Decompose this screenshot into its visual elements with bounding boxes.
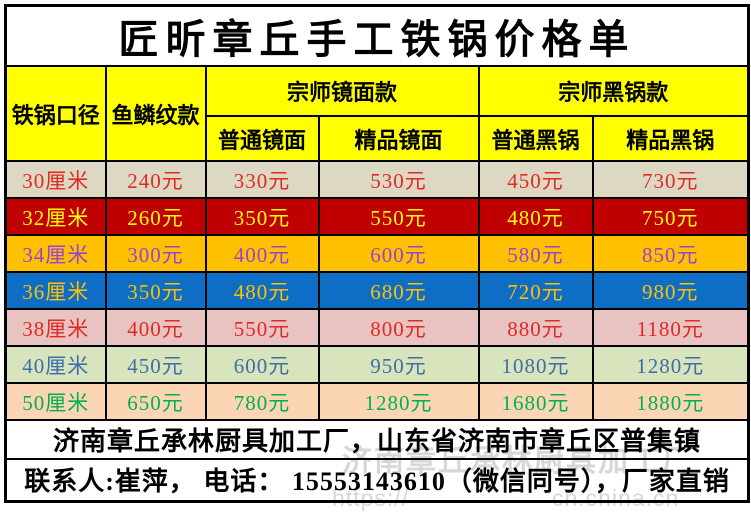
price-cell: 780元 — [204, 382, 320, 421]
price-cell: 350元 — [204, 197, 320, 236]
table-row: 40厘米 450元 600元 950元 1080元 1280元 — [4, 345, 750, 384]
group-header-black: 宗师黑锅款 — [477, 65, 750, 117]
table-row: 38厘米 400元 550元 800元 880元 1180元 — [4, 308, 750, 347]
price-cell: 350元 — [104, 271, 207, 310]
price-cell: 730元 — [591, 160, 750, 199]
table-row: 32厘米 260元 350元 550元 480元 750元 — [4, 197, 750, 236]
header-row-top: 铁锅口径 鱼鳞纹款 宗师镜面款 宗师黑锅款 — [4, 65, 750, 162]
diameter-cell: 36厘米 — [4, 271, 107, 310]
price-cell: 550元 — [204, 308, 320, 347]
price-cell: 450元 — [104, 345, 207, 384]
price-cell: 400元 — [104, 308, 207, 347]
group-header-mirror: 宗师镜面款 — [204, 65, 480, 117]
diameter-cell: 50厘米 — [4, 382, 107, 421]
price-cell: 600元 — [317, 234, 480, 273]
title-row: 匠昕章丘手工铁锅价格单 — [4, 4, 750, 67]
price-table: 匠昕章丘手工铁锅价格单 铁锅口径 鱼鳞纹款 宗师镜面款 宗师黑锅款 普通镜面 精… — [4, 4, 751, 503]
diameter-cell: 40厘米 — [4, 345, 107, 384]
price-cell: 750元 — [591, 197, 750, 236]
price-cell: 550元 — [317, 197, 480, 236]
footer-row-contact: 联系人:崔萍， 电话： 15553143610（微信同号），厂家直销 — [4, 458, 750, 502]
price-cell: 240元 — [104, 160, 207, 199]
price-cell: 1280元 — [317, 382, 480, 421]
price-cell: 680元 — [317, 271, 480, 310]
price-cell: 580元 — [477, 234, 594, 273]
factory-address-text: 济南章丘承林厨具加工厂，山东省济南市章丘区普集镇 — [4, 419, 750, 460]
sub-header-ordinary-black: 普通黑锅 — [477, 115, 594, 162]
price-cell: 1180元 — [591, 308, 750, 347]
sub-header-ordinary-mirror: 普通镜面 — [204, 115, 320, 162]
price-cell: 530元 — [317, 160, 480, 199]
sub-header-premium-mirror: 精品镜面 — [317, 115, 480, 162]
table-row: 50厘米 650元 780元 1280元 1680元 1880元 — [4, 382, 750, 421]
price-cell: 720元 — [477, 271, 594, 310]
table-row: 30厘米 240元 330元 530元 450元 730元 — [4, 160, 750, 199]
price-cell: 800元 — [317, 308, 480, 347]
footer-row-factory: 济南章丘承林厨具加工厂，山东省济南市章丘区普集镇 — [4, 419, 750, 460]
price-cell: 260元 — [104, 197, 207, 236]
price-cell: 950元 — [317, 345, 480, 384]
price-cell: 480元 — [204, 271, 320, 310]
price-cell: 480元 — [477, 197, 594, 236]
price-cell: 650元 — [104, 382, 207, 421]
sub-header-premium-black: 精品黑锅 — [591, 115, 750, 162]
price-cell: 400元 — [204, 234, 320, 273]
diameter-cell: 38厘米 — [4, 308, 107, 347]
price-cell: 1280元 — [591, 345, 750, 384]
price-cell: 980元 — [591, 271, 750, 310]
contact-info-text: 联系人:崔萍， 电话： 15553143610（微信同号），厂家直销 — [4, 458, 750, 502]
price-cell: 300元 — [104, 234, 207, 273]
price-cell: 330元 — [204, 160, 320, 199]
column-header-diameter: 铁锅口径 — [4, 65, 107, 162]
price-cell: 450元 — [477, 160, 594, 199]
diameter-cell: 30厘米 — [4, 160, 107, 199]
table-row: 34厘米 300元 400元 600元 580元 850元 — [4, 234, 750, 273]
price-cell: 880元 — [477, 308, 594, 347]
column-header-fish-scale: 鱼鳞纹款 — [104, 65, 207, 162]
price-sheet: 匠昕章丘手工铁锅价格单 铁锅口径 鱼鳞纹款 宗师镜面款 宗师黑锅款 普通镜面 精… — [4, 4, 751, 511]
price-cell: 1880元 — [591, 382, 750, 421]
price-cell: 1080元 — [477, 345, 594, 384]
table-row: 36厘米 350元 480元 680元 720元 980元 — [4, 271, 750, 310]
page-title: 匠昕章丘手工铁锅价格单 — [4, 4, 750, 67]
header-row-sub: 普通镜面 精品镜面 普通黑锅 精品黑锅 — [6, 115, 750, 162]
diameter-cell: 32厘米 — [4, 197, 107, 236]
price-cell: 600元 — [204, 345, 320, 384]
price-cell: 850元 — [591, 234, 750, 273]
price-cell: 1680元 — [477, 382, 594, 421]
diameter-cell: 34厘米 — [4, 234, 107, 273]
